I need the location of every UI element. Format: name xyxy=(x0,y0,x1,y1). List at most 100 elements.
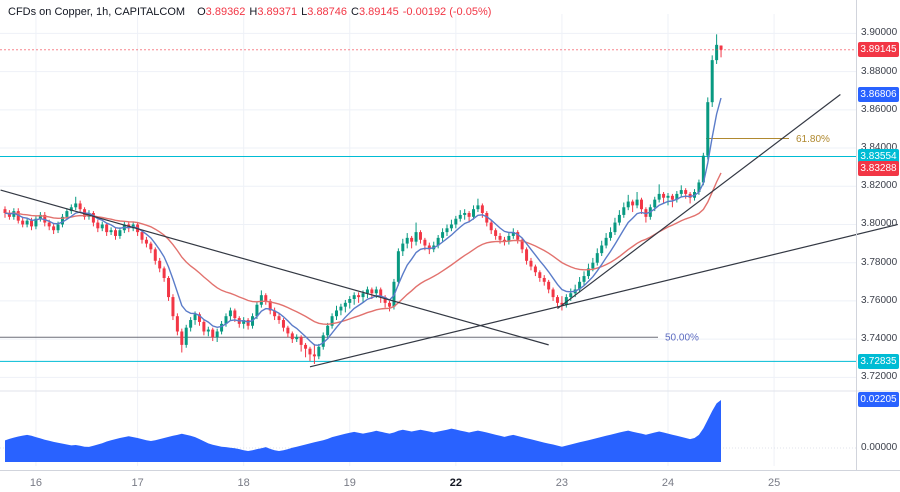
candle xyxy=(105,222,109,236)
candle xyxy=(215,328,219,343)
price-tick-label: 3.90000 xyxy=(861,27,898,39)
candle xyxy=(290,331,294,343)
candle xyxy=(600,240,604,257)
candle xyxy=(445,224,449,236)
candle xyxy=(206,326,210,337)
candle xyxy=(96,219,100,233)
candle xyxy=(118,227,122,239)
candle xyxy=(662,191,666,204)
candle xyxy=(556,295,559,308)
candle xyxy=(74,196,78,211)
symbol-legend[interactable]: CFDs on Copper, 1h, CAPITALCOM O3.89362 H3… xyxy=(8,6,491,18)
candle xyxy=(326,322,330,339)
candle xyxy=(242,317,246,329)
candle xyxy=(7,210,11,220)
price-tick-label: 3.82000 xyxy=(861,180,898,192)
candle xyxy=(414,222,418,246)
candle xyxy=(511,228,515,239)
price-tick-label: 3.72000 xyxy=(861,371,898,383)
candle xyxy=(286,325,290,338)
candle xyxy=(175,313,179,336)
time-axis[interactable] xyxy=(0,470,900,492)
candle xyxy=(52,223,56,235)
candle xyxy=(100,221,104,232)
candle xyxy=(38,212,42,222)
trendline xyxy=(309,223,898,368)
candle xyxy=(299,335,303,352)
candle xyxy=(635,191,639,209)
candle xyxy=(525,247,529,265)
candle xyxy=(158,257,162,273)
candle xyxy=(388,300,392,312)
candle xyxy=(463,209,467,220)
candle xyxy=(582,271,586,286)
candle xyxy=(335,305,338,321)
ohlc-open-label: O xyxy=(197,6,206,18)
candle xyxy=(91,211,95,227)
candle xyxy=(365,286,369,299)
level-lower-badge: 3.72835 xyxy=(858,353,899,369)
candle xyxy=(538,270,542,282)
candle xyxy=(675,191,679,203)
time-axis-label: 18 xyxy=(237,477,250,489)
fib-level-label: 61.80% xyxy=(796,134,830,145)
candle xyxy=(688,191,692,204)
candle xyxy=(202,320,206,336)
change-value: -0.00192 (-0.05%) xyxy=(402,6,492,18)
candle xyxy=(418,230,422,244)
candle xyxy=(684,188,688,199)
candle xyxy=(16,208,20,224)
moving-averages-layer xyxy=(4,97,722,347)
trendlines-layer[interactable] xyxy=(0,94,898,368)
candle xyxy=(379,287,383,303)
trendline xyxy=(557,94,841,310)
time-axis-label: 24 xyxy=(661,477,675,489)
candle xyxy=(189,317,193,332)
candle xyxy=(436,234,440,249)
candle xyxy=(60,213,64,228)
candle xyxy=(533,264,537,277)
time-axis-label: 16 xyxy=(29,477,43,489)
candle xyxy=(330,313,334,329)
price-tick-label: 3.80000 xyxy=(861,218,898,230)
candle xyxy=(626,194,630,211)
ohlc-high-label: H xyxy=(249,6,258,18)
candle xyxy=(153,247,157,265)
ohlc-low-label: L xyxy=(301,6,308,18)
candle xyxy=(264,293,268,305)
time-axis-label: 19 xyxy=(343,477,356,489)
ohlc-close-label: C xyxy=(351,6,359,18)
time-axis-label: 23 xyxy=(555,477,569,489)
time-axis-label: 22 xyxy=(449,477,462,489)
candle xyxy=(220,320,224,335)
candle xyxy=(357,292,361,303)
ma-slow-line xyxy=(4,172,722,326)
ohlc-low-value: 3.88746 xyxy=(307,6,348,18)
price-axis[interactable] xyxy=(856,0,900,470)
candle xyxy=(180,328,184,353)
candle xyxy=(352,292,356,305)
candle xyxy=(458,210,462,222)
candle xyxy=(449,219,453,232)
candle xyxy=(639,197,643,214)
candle xyxy=(578,277,582,293)
grid-layer xyxy=(0,14,900,466)
candle xyxy=(706,97,710,160)
candle xyxy=(21,217,25,228)
candle xyxy=(551,287,555,301)
candle xyxy=(277,313,281,324)
candle xyxy=(321,332,325,350)
fib-level-label: 50.00% xyxy=(665,333,699,344)
candle xyxy=(396,248,400,286)
candle xyxy=(441,228,445,242)
candle xyxy=(149,241,153,254)
candle xyxy=(295,334,299,343)
symbol-title: CFDs on Copper, 1h, CAPITALCOM xyxy=(8,6,186,18)
price-tick-label: 3.78000 xyxy=(861,256,898,268)
candle xyxy=(666,192,670,206)
candle xyxy=(25,217,29,228)
candle xyxy=(109,227,113,235)
candle xyxy=(259,290,263,308)
candle xyxy=(710,55,714,107)
